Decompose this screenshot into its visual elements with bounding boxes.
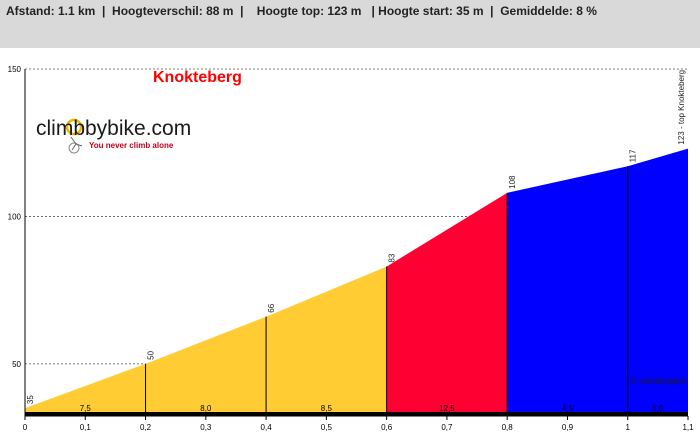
profile-segment-0	[25, 363, 146, 414]
gradient-bar-segment	[386, 412, 508, 416]
point-label: 66	[267, 303, 276, 312]
profile-segment-5	[627, 148, 688, 414]
gradient-bar-segment	[627, 412, 688, 416]
gradient-bar: 7,5 8,0 8,5 12,5 4,5 6,0	[25, 404, 688, 416]
x-tick-label: 0,8	[502, 423, 514, 432]
stats-header: Afstand: 1.1 km | Hoogteverschil: 88 m |…	[0, 0, 700, 48]
cyclist-icon	[65, 118, 83, 154]
x-tick-label: 0,5	[321, 423, 333, 432]
gradient-label: 12,5	[439, 404, 455, 413]
x-tick-label: 0,3	[200, 423, 212, 432]
profile-segment-4	[507, 166, 628, 414]
chart-title: Knokteberg	[153, 69, 242, 86]
y-tick-labels: 50 100 150	[8, 65, 22, 369]
gradient-bar-segment	[145, 412, 267, 416]
x-tick-label: 0,4	[261, 423, 273, 432]
gradient-bar-segment	[266, 412, 387, 416]
x-tick-label: 0,7	[441, 423, 453, 432]
point-label: 117	[629, 149, 638, 162]
point-label: 35	[26, 395, 35, 404]
gradient-bar-segment	[507, 412, 628, 416]
watermark: © climbbybike	[630, 376, 686, 386]
point-label: 123 - top Knokteberg	[677, 70, 686, 145]
profile-areas	[25, 148, 688, 414]
x-tick-label: 1,1	[682, 423, 694, 432]
x-tick-label: 0,2	[140, 423, 152, 432]
profile-segment-1	[145, 316, 267, 414]
x-tick-labels: 0 0,1 0,2 0,3 0,4 0,5 0,6 0,7 0,8 0,9 1 1,1	[23, 416, 694, 432]
gradient-label: 8,5	[321, 404, 333, 413]
axes	[24, 69, 688, 417]
gradient-label: 7,5	[80, 404, 92, 413]
climbbybike-logo: climbbybike.com You never climb alone	[36, 117, 191, 154]
profile-segment-2	[266, 266, 387, 414]
x-tick-label: 0,6	[381, 423, 393, 432]
x-tick-label: 0,9	[562, 423, 574, 432]
gradient-label: 8,0	[200, 404, 212, 413]
x-tick-label: 1	[626, 423, 631, 432]
point-label: 83	[388, 253, 397, 262]
y-tick-label: 50	[12, 360, 21, 369]
point-label: 108	[508, 175, 517, 189]
point-label: 50	[147, 350, 156, 359]
gradient-label: 4,5	[562, 404, 574, 413]
brand-name: climbbybike.com	[36, 117, 191, 140]
x-tick-label: 0,1	[80, 423, 92, 432]
profile-segment-3	[386, 192, 508, 414]
y-tick-label: 100	[8, 212, 22, 221]
gradient-label: 6,0	[652, 404, 664, 413]
segment-dividers	[145, 166, 629, 414]
point-labels: 35 50 66 83 108 117 123 - top Knokteberg	[26, 70, 686, 404]
y-tick-label: 150	[8, 65, 22, 74]
brand-tagline: You never climb alone	[89, 141, 174, 150]
x-tick-label: 0	[23, 423, 28, 432]
gradient-bar-segment	[25, 412, 146, 416]
climb-stats: Afstand: 1.1 km | Hoogteverschil: 88 m |…	[6, 4, 597, 18]
